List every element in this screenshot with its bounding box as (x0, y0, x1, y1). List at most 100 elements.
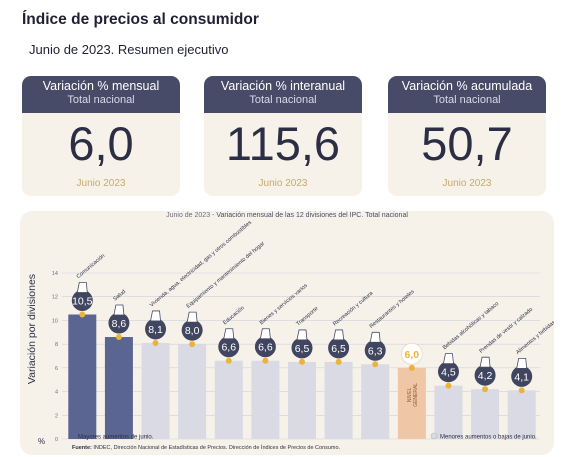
bar (324, 361, 353, 439)
category-icon (186, 311, 198, 323)
value-badge (328, 337, 350, 359)
value-badge (291, 337, 313, 359)
bar (178, 344, 207, 439)
card-value: 6,0 (68, 117, 134, 170)
bar (397, 367, 426, 439)
category-icon (516, 357, 528, 369)
chart-title: Junio de 2023 - Variación mensual de las… (166, 212, 408, 219)
value-dot (518, 387, 525, 394)
value-badge (218, 336, 240, 358)
value-dot (408, 364, 415, 371)
card-subtitle: Total nacional (67, 94, 135, 106)
value-label: 8,0 (185, 325, 200, 337)
legend-mayor: Mayores aumentos de junio. (78, 435, 154, 441)
category-label: Alimentos y bebidas no alcohólicas (515, 296, 554, 356)
value-label: 6,3 (368, 345, 383, 357)
y-tick-label: 14 (52, 271, 58, 277)
card-date: Junio 2023 (442, 178, 492, 189)
card-value: 115,6 (225, 117, 341, 170)
y-axis-label: Variación por divisiones (26, 274, 38, 384)
category-icon (223, 328, 235, 340)
value-label: 6,6 (221, 342, 236, 354)
category-icon (113, 304, 125, 316)
value-label: 4,2 (478, 370, 493, 382)
category-label: Comunicación (76, 253, 107, 280)
bar (361, 364, 390, 439)
value-badge (71, 290, 93, 311)
y-tick-label: 12 (52, 295, 58, 301)
y-tick-label: 2 (55, 413, 58, 419)
category-icon (442, 353, 454, 365)
value-badge (511, 365, 533, 387)
category-label: Equipamiento y mantenimiento del hogar (186, 241, 267, 310)
value-label: 6,5 (295, 343, 310, 355)
card-date: Junio 2023 (258, 178, 308, 189)
value-label: 10,5 (72, 296, 93, 308)
legend-menor: Menores aumentos o bajas de junio. (440, 435, 537, 441)
bar (471, 389, 500, 439)
bar (141, 342, 170, 439)
legend-swatch-mayor (69, 433, 75, 439)
card-date: Junio 2023 (76, 178, 126, 189)
legend: Mayores aumentos de junio. Menores aumen… (69, 432, 537, 441)
y-tick-label: 6 (55, 366, 58, 372)
value-dot (262, 357, 269, 364)
y-axis-unit: % (38, 437, 45, 446)
value-label: 8,1 (148, 324, 163, 336)
category-icon (333, 329, 345, 341)
value-label: 8,6 (112, 318, 127, 330)
card-title: Variación % mensual (42, 79, 160, 93)
value-label: 4,1 (514, 371, 529, 383)
value-dot (79, 311, 86, 318)
ipc-divisions-chart: Junio de 2023 - Variación mensual de las… (26, 212, 554, 451)
y-tick-label: 8 (55, 342, 58, 348)
value-dot (225, 357, 232, 364)
bar (434, 385, 463, 439)
card-body: 50,7 Junio 2023 (388, 113, 546, 196)
category-icon (479, 356, 491, 368)
page-title: Índice de precios al consumidor (22, 11, 259, 28)
card-body: 6,0 Junio 2023 (22, 113, 180, 196)
bar (214, 360, 243, 439)
general-label: NIVEL (407, 387, 413, 402)
bar (251, 360, 280, 439)
value-label: 6,5 (331, 343, 346, 355)
card-subtitle: Total nacional (249, 94, 317, 106)
bar (288, 361, 316, 439)
y-tick-label: 4 (55, 390, 58, 396)
value-dot (372, 361, 379, 368)
value-dot (299, 358, 305, 365)
category-icon (76, 282, 88, 293)
bar (68, 314, 97, 439)
category-label: Educación (222, 305, 246, 326)
card-value: 50,7 (421, 117, 513, 170)
card-title: Variación % interanual (220, 79, 346, 93)
legend-swatch-menor (430, 432, 438, 440)
value-badge (254, 336, 276, 358)
value-dot (482, 386, 489, 393)
general-label: GENERAL (413, 383, 419, 407)
value-dot (115, 334, 122, 341)
value-dot (189, 341, 196, 348)
card-header: Variación % interanual Total nacional (204, 76, 362, 113)
value-badge (108, 312, 130, 334)
value-dot (152, 339, 159, 346)
value-dot (335, 358, 342, 365)
category-icon (259, 328, 271, 340)
bars: 10,5 8,6 8,1 8,0 6,6 6,6 6,5 6,5 6,3 6,0 NIVEL GENE… (68, 282, 536, 439)
value-label: 6,6 (258, 342, 273, 354)
category-label: Transporte (295, 306, 319, 328)
category-label: Restaurantes y hoteles (369, 289, 416, 330)
source-note: Fuente: INDEC, Dirección Nacional de Est… (72, 444, 341, 451)
value-badge (181, 319, 203, 341)
page-subtitle: Junio de 2023. Resumen ejecutivo (29, 42, 229, 57)
card-header: Variación % mensual Total nacional (22, 76, 180, 113)
value-badge (400, 342, 423, 365)
card-accumulated: Variación % acumulada Total nacional 50,… (388, 76, 546, 196)
category-label: Salud (112, 289, 127, 303)
card-subtitle: Total nacional (433, 94, 501, 106)
card-title: Variación % acumulada (401, 79, 533, 93)
value-dot (445, 382, 452, 389)
y-tick-label: 10 (52, 318, 58, 324)
card-body: 115,6 Junio 2023 (204, 113, 362, 196)
